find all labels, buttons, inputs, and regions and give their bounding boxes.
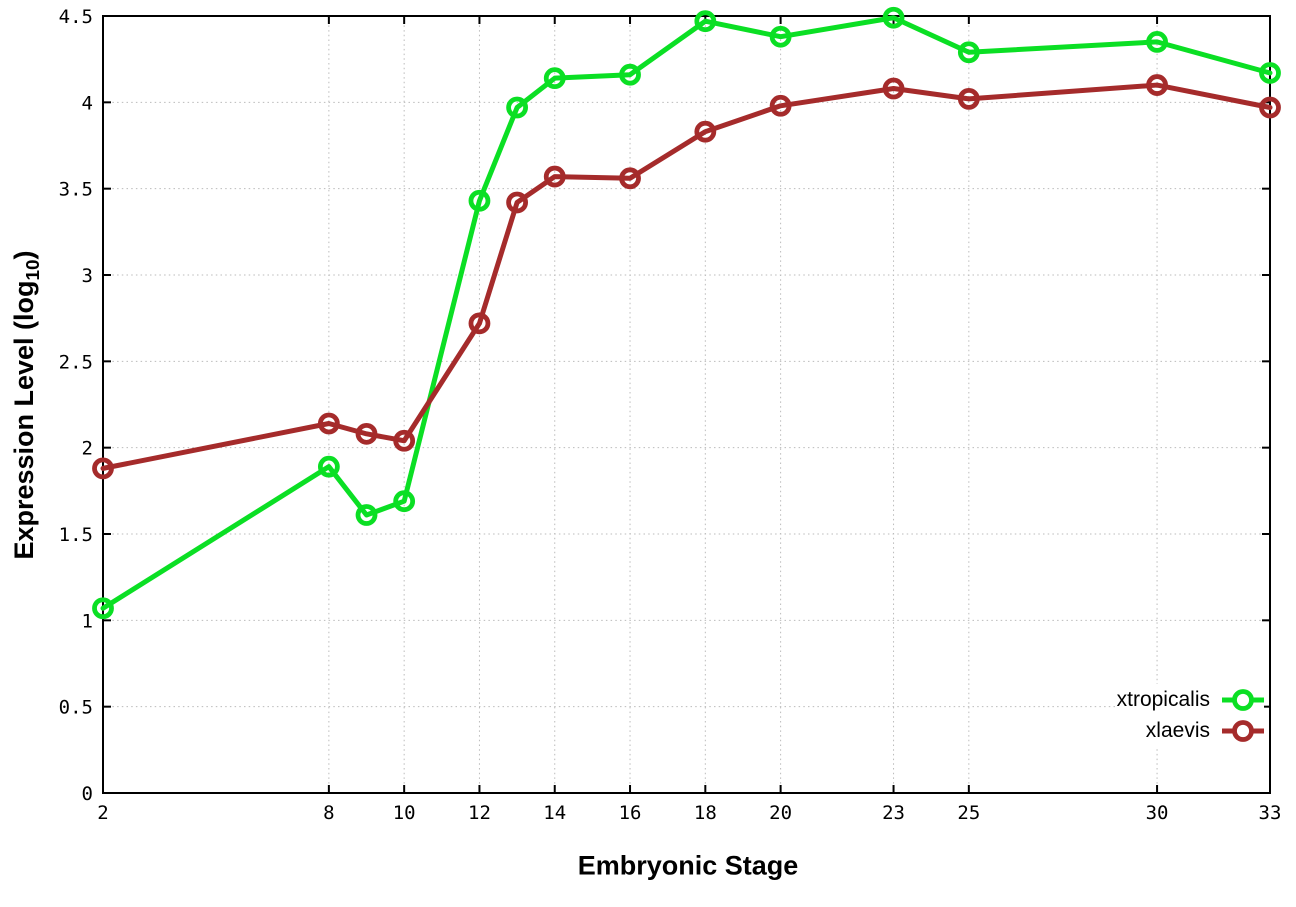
data-point-xlaevis <box>1146 74 1168 96</box>
data-point-xtropicalis <box>769 25 792 48</box>
data-point-xlaevis <box>468 312 491 335</box>
data-point-xlaevis <box>1259 96 1281 119</box>
x-axis-title: Embryonic Stage <box>577 850 799 881</box>
x-tick-label: 10 <box>393 802 416 824</box>
data-point-xtropicalis <box>355 504 378 526</box>
data-point-xlaevis <box>92 457 114 480</box>
legend-swatch-xlaevis-icon <box>1222 719 1264 742</box>
x-tick-label: 25 <box>957 802 980 824</box>
legend-label-xtropicalis: xtropicalis <box>1116 687 1210 711</box>
legend: xtropicalis xlaevis <box>1116 684 1264 746</box>
legend-item-xlaevis: xlaevis <box>1117 715 1264 746</box>
data-point-xlaevis <box>506 191 528 214</box>
data-point-xlaevis <box>543 165 566 188</box>
data-point-xlaevis <box>619 167 641 190</box>
data-point-xtropicalis <box>92 597 114 620</box>
data-point-xtropicalis <box>1259 62 1281 84</box>
y-tick-label: 1.5 <box>59 524 93 546</box>
x-tick-label: 20 <box>769 802 792 824</box>
y-axis-title-subscript: 10 <box>23 259 45 281</box>
data-point-xtropicalis <box>468 189 491 212</box>
y-tick-label: 2 <box>82 438 93 460</box>
data-point-xtropicalis <box>882 6 905 29</box>
data-point-xtropicalis <box>317 455 340 478</box>
data-point-xlaevis <box>393 429 416 452</box>
data-point-xlaevis <box>769 94 792 117</box>
x-tick-label: 33 <box>1259 802 1282 824</box>
x-tick-label: 14 <box>543 802 566 824</box>
x-tick-label: 12 <box>468 802 491 824</box>
data-point-xlaevis <box>882 77 905 100</box>
data-point-xlaevis <box>317 412 340 435</box>
series-line-xlaevis <box>100 82 1273 471</box>
y-tick-label: 0.5 <box>59 697 93 719</box>
legend-swatch-xtropicalis-icon <box>1222 688 1264 711</box>
y-tick-label: 2.5 <box>59 351 93 373</box>
series-line-xtropicalis <box>100 15 1273 611</box>
y-tick-label: 4 <box>82 92 93 114</box>
data-point-xtropicalis <box>543 67 566 90</box>
y-tick-label: 0 <box>82 783 93 805</box>
data-point-xtropicalis <box>393 490 416 513</box>
legend-label-xlaevis: xlaevis <box>1145 718 1210 742</box>
data-point-xtropicalis <box>506 96 528 119</box>
data-point-xtropicalis <box>694 10 717 33</box>
y-tick-label: 3 <box>82 265 93 287</box>
y-axis-title: Expression Level (log10) <box>9 250 45 559</box>
y-axis-title-close: ) <box>8 250 39 260</box>
data-point-xtropicalis <box>619 63 641 86</box>
plot-border <box>102 15 1271 794</box>
y-tick-label: 4.5 <box>59 6 93 28</box>
x-tick-label: 18 <box>694 802 717 824</box>
x-tick-label: 30 <box>1146 802 1169 824</box>
x-tick-label: 2 <box>97 802 108 824</box>
data-point-xlaevis <box>957 87 980 110</box>
x-tick-label: 23 <box>882 802 905 824</box>
data-point-xtropicalis <box>957 41 980 64</box>
x-tick-label: 8 <box>323 802 334 824</box>
data-point-xtropicalis <box>1146 31 1168 53</box>
data-point-xlaevis <box>355 422 378 445</box>
y-tick-label: 1 <box>82 610 93 632</box>
y-tick-label: 3.5 <box>59 179 93 201</box>
x-tick-label: 16 <box>619 802 642 824</box>
legend-item-xtropicalis: xtropicalis <box>1117 684 1264 715</box>
data-point-xlaevis <box>694 120 717 143</box>
y-axis-title-text: Expression Level (log <box>8 280 39 560</box>
